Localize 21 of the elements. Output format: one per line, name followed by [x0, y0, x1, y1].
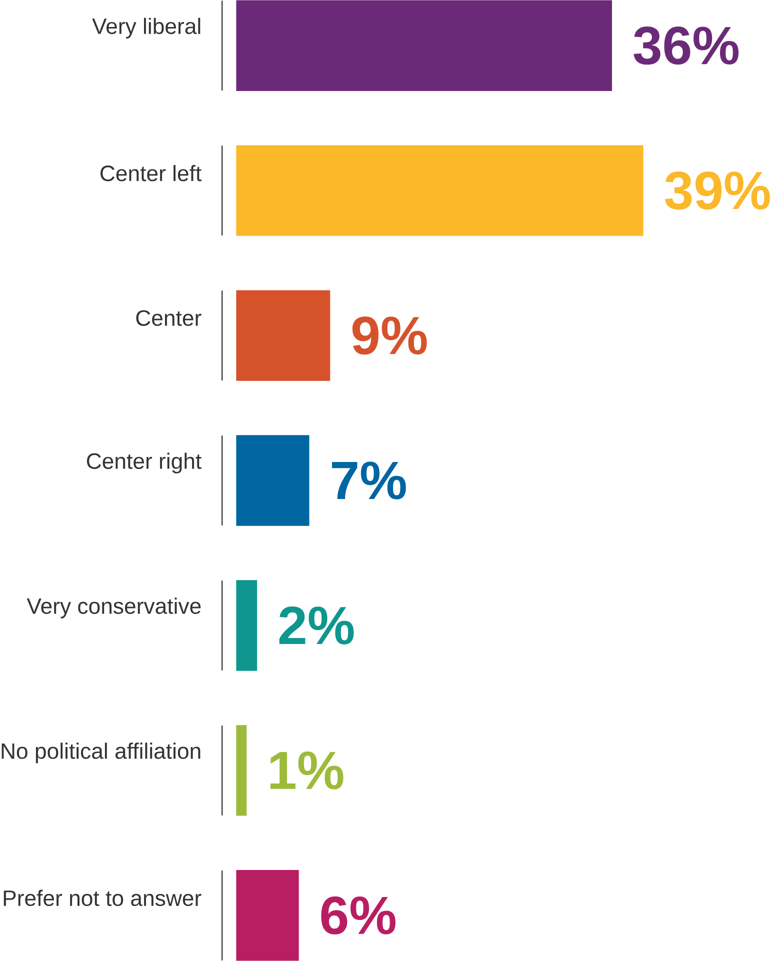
y-tick-label: Center left — [100, 164, 202, 182]
bar — [236, 290, 330, 381]
data-label: 1% — [270, 752, 344, 790]
y-tick-label: Very liberal — [92, 18, 200, 38]
data-label: 39% — [664, 172, 770, 210]
bar — [236, 870, 299, 961]
data-label: 36% — [634, 26, 738, 65]
y-tick-label: Very conservative — [26, 598, 201, 618]
y-tick-label: No political affiliation — [2, 742, 200, 764]
data-label: 2% — [279, 606, 354, 644]
bar — [236, 145, 644, 236]
y-tick-label: Center — [136, 310, 202, 326]
bar — [236, 0, 612, 91]
data-label: 9% — [352, 316, 427, 355]
bar — [236, 435, 310, 526]
bar — [236, 580, 257, 671]
data-label: 6% — [321, 896, 396, 934]
data-label: 7% — [332, 462, 406, 500]
y-tick-label: Prefer not to answer — [4, 890, 202, 906]
y-tick-label: Center right — [86, 452, 202, 474]
bar — [236, 725, 246, 816]
